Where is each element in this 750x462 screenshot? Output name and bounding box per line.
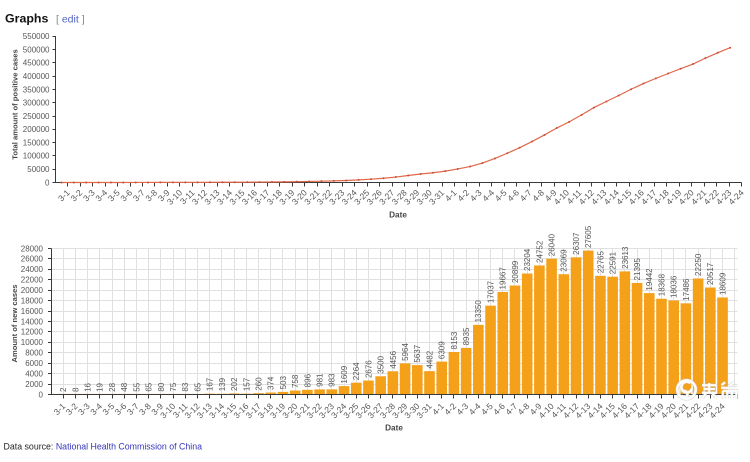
svg-text:8935: 8935 — [462, 327, 471, 345]
svg-text:20899: 20899 — [511, 260, 520, 283]
svg-text:18000: 18000 — [21, 296, 44, 305]
svg-text:139: 139 — [218, 377, 227, 391]
svg-text:167: 167 — [206, 377, 215, 391]
svg-text:27605: 27605 — [584, 225, 593, 248]
svg-text:550000: 550000 — [23, 32, 50, 41]
svg-text:5964: 5964 — [401, 343, 410, 361]
svg-text:350000: 350000 — [23, 85, 50, 94]
svg-text:26307: 26307 — [572, 232, 581, 255]
svg-text:250000: 250000 — [23, 112, 50, 121]
svg-text:17037: 17037 — [486, 280, 495, 303]
svg-text:Total amount of positive cases: Total amount of positive cases — [11, 49, 20, 159]
svg-text:374: 374 — [267, 376, 276, 390]
svg-text:157: 157 — [242, 377, 251, 391]
svg-text:Amount of new cases: Amount of new cases — [10, 284, 19, 362]
svg-text:22765: 22765 — [596, 251, 605, 274]
svg-text:17486: 17486 — [682, 278, 691, 301]
svg-text:28000: 28000 — [21, 244, 44, 253]
svg-text:1609: 1609 — [340, 365, 349, 383]
svg-text:981: 981 — [316, 373, 325, 387]
svg-text:13350: 13350 — [474, 300, 483, 323]
svg-text:20517: 20517 — [706, 262, 715, 285]
svg-text:26040: 26040 — [548, 233, 557, 256]
svg-text:16000: 16000 — [21, 307, 44, 316]
svg-text:16: 16 — [84, 382, 93, 391]
svg-text:18368: 18368 — [657, 273, 666, 296]
svg-text:83: 83 — [181, 382, 190, 391]
svg-text:10000: 10000 — [21, 338, 44, 347]
svg-text:8153: 8153 — [450, 331, 459, 349]
svg-text:300000: 300000 — [23, 99, 50, 108]
svg-text:896: 896 — [303, 373, 312, 387]
svg-text:8: 8 — [71, 387, 80, 392]
svg-text:Data source: National Health C: Data source: National Health Commission … — [4, 441, 203, 451]
svg-text:24752: 24752 — [535, 240, 544, 263]
svg-text:65: 65 — [193, 382, 202, 391]
svg-text:55: 55 — [132, 382, 141, 391]
svg-text:14000: 14000 — [21, 317, 44, 326]
svg-text:983: 983 — [328, 373, 337, 387]
svg-text:23204: 23204 — [523, 248, 532, 271]
svg-text:202: 202 — [230, 377, 239, 391]
svg-text:75: 75 — [169, 382, 178, 391]
svg-text:758: 758 — [291, 374, 300, 388]
svg-text:2: 2 — [59, 387, 68, 392]
svg-text:65: 65 — [145, 382, 154, 391]
svg-text:22591: 22591 — [609, 251, 618, 274]
svg-text:4456: 4456 — [389, 350, 398, 368]
svg-text:6000: 6000 — [25, 359, 43, 368]
svg-text:[ edit ]: [ edit ] — [56, 13, 85, 25]
svg-text:26000: 26000 — [21, 255, 44, 264]
svg-text:20000: 20000 — [21, 286, 44, 295]
svg-text:23613: 23613 — [621, 246, 630, 269]
svg-text:450000: 450000 — [23, 59, 50, 68]
svg-text:Date: Date — [389, 211, 407, 220]
svg-text:19: 19 — [96, 382, 105, 391]
svg-text:22250: 22250 — [694, 253, 703, 276]
svg-text:100000: 100000 — [23, 152, 50, 161]
svg-text:23069: 23069 — [560, 249, 569, 272]
svg-text:150000: 150000 — [23, 138, 50, 147]
svg-text:503: 503 — [279, 375, 288, 389]
svg-text:22000: 22000 — [21, 276, 44, 285]
svg-text:0: 0 — [45, 178, 50, 187]
svg-text:500000: 500000 — [23, 45, 50, 54]
svg-text:19667: 19667 — [499, 267, 508, 290]
svg-text:80: 80 — [157, 382, 166, 391]
svg-text:21395: 21395 — [633, 258, 642, 281]
svg-text:2676: 2676 — [364, 360, 373, 378]
svg-text:18609: 18609 — [718, 272, 727, 295]
svg-text:Graphs: Graphs — [5, 11, 48, 25]
svg-text:8000: 8000 — [25, 349, 43, 358]
svg-text:200000: 200000 — [23, 125, 50, 134]
svg-text:0: 0 — [39, 390, 44, 399]
svg-text:4000: 4000 — [25, 369, 43, 378]
svg-text:260: 260 — [254, 377, 263, 391]
svg-text:400000: 400000 — [23, 72, 50, 81]
svg-text:12000: 12000 — [21, 328, 44, 337]
svg-text:2000: 2000 — [25, 380, 43, 389]
svg-text:Date: Date — [385, 424, 403, 433]
svg-text:5637: 5637 — [413, 344, 422, 362]
svg-text:50000: 50000 — [27, 165, 50, 174]
svg-text:6309: 6309 — [438, 341, 447, 359]
svg-text:28: 28 — [108, 382, 117, 391]
svg-text:18036: 18036 — [670, 275, 679, 298]
svg-text:3500: 3500 — [377, 355, 386, 373]
svg-text:4482: 4482 — [425, 350, 434, 368]
svg-text:19442: 19442 — [645, 268, 654, 291]
svg-text:2264: 2264 — [352, 362, 361, 380]
svg-text:24000: 24000 — [21, 265, 44, 274]
svg-text:48: 48 — [120, 382, 129, 391]
